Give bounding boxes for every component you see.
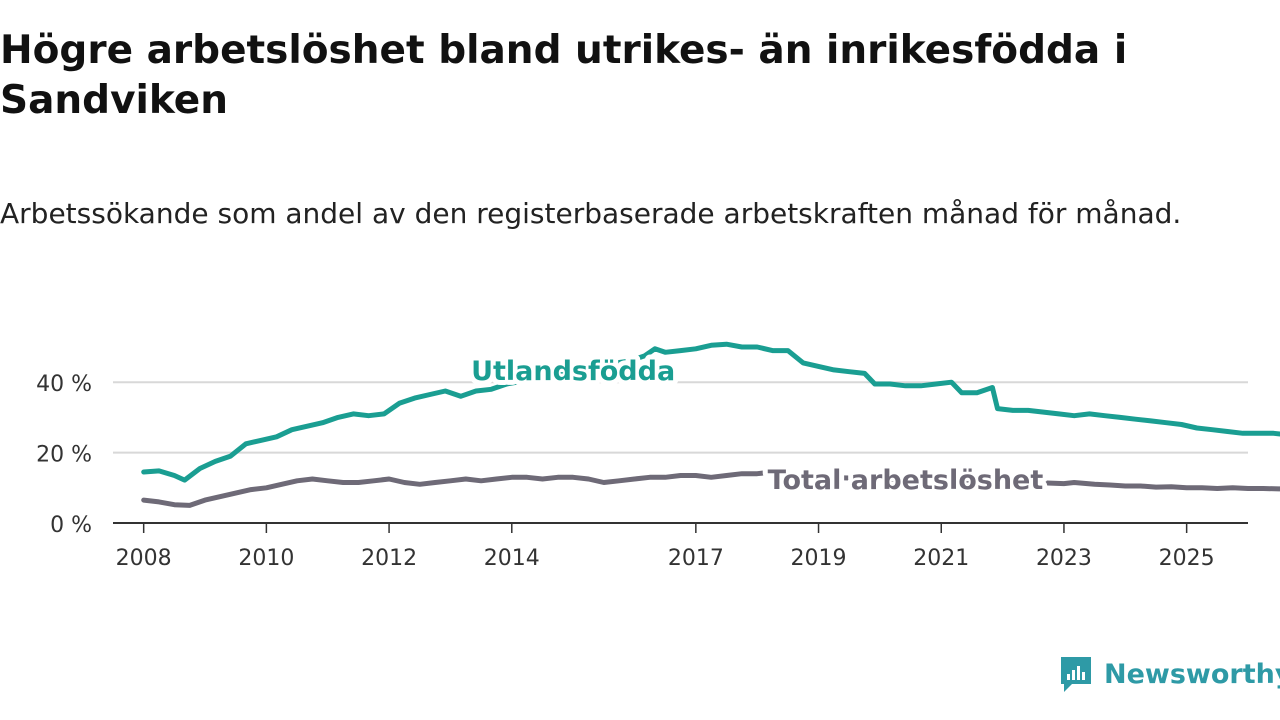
x-tick-label: 2017 xyxy=(668,546,724,571)
x-tick-label: 2010 xyxy=(238,546,294,571)
y-tick-label: 20 % xyxy=(36,443,92,468)
annotation-halo: Total arbetslöshet xyxy=(768,465,1044,496)
series-label: Total arbetslöshet xyxy=(768,465,1044,496)
annotation-halo: Utlandsfödda xyxy=(471,356,675,387)
brand-name: Newsworthy xyxy=(1104,658,1280,690)
x-tick-label: 2012 xyxy=(361,546,417,571)
x-tick-label: 2008 xyxy=(116,546,172,571)
x-tick-label: 2021 xyxy=(913,546,969,571)
y-tick-label: 0 % xyxy=(50,513,92,538)
chart-title: Högre arbetslöshet bland utrikes- än inr… xyxy=(0,28,1128,123)
x-tick-label: 2019 xyxy=(791,546,847,571)
x-tick-label: 2023 xyxy=(1036,546,1092,571)
newsworthy-logo-icon xyxy=(1061,657,1091,692)
x-tick-label: 2014 xyxy=(484,546,540,571)
series-line-utlandsf-dda xyxy=(141,341,1280,483)
y-tick-label: 40 % xyxy=(36,372,92,397)
series-line-total-arbetsl-shet xyxy=(141,469,1280,508)
x-tick-label: 2025 xyxy=(1159,546,1215,571)
line-chart: 0 % 20 % 40 % 2008 2010 2012 2014 2017 2019 2021 2… xyxy=(36,341,1280,571)
chart-subtitle: Arbetssökande som andel av den registerb… xyxy=(0,197,1182,230)
newsworthy-logo[interactable]: Newsworthy xyxy=(1058,654,1280,694)
series-label: Utlandsfödda xyxy=(471,356,675,387)
